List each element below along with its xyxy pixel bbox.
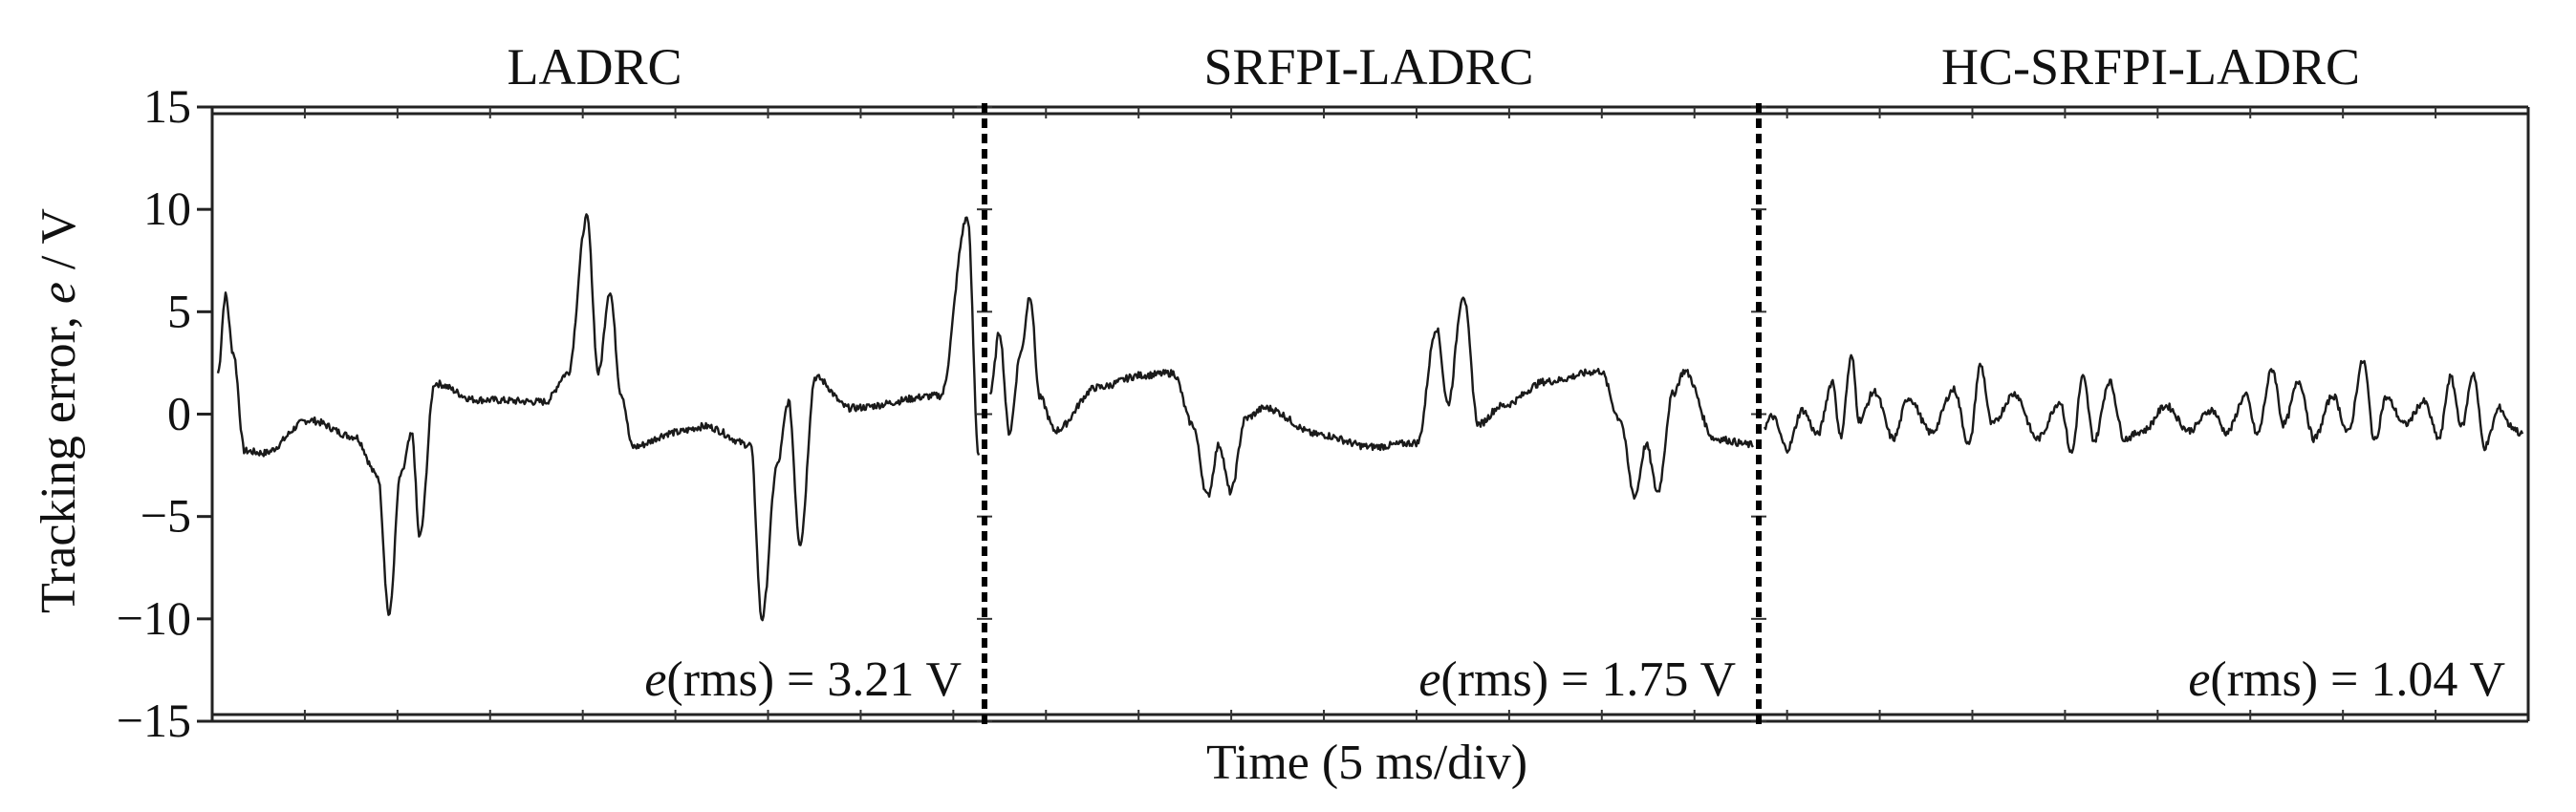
y-axis-label-var: e — [32, 282, 86, 304]
panel-rms-var-2: e — [2188, 652, 2210, 707]
y-axis-label-text: Tracking error, — [32, 304, 86, 613]
y-tick-label-2: 5 — [167, 284, 191, 337]
y-axis-label: Tracking error, e / V — [32, 208, 86, 613]
panel-trace-0 — [216, 213, 981, 622]
y-tick-label-1: 10 — [143, 182, 191, 235]
x-axis-label: Time (5 ms/div) — [1206, 736, 1527, 790]
y-tick-label-5: −10 — [117, 591, 191, 645]
panel-rms-text-0: (rms) = 3.21 V — [666, 652, 962, 707]
panel-title-2: HC-SRFPI-LADRC — [1941, 38, 2360, 96]
panel-rms-0: e(rms) = 3.21 V — [644, 652, 962, 707]
y-tick-label-3: 0 — [167, 387, 191, 440]
panel-rms-2: e(rms) = 1.04 V — [2188, 652, 2505, 707]
panel-2: HC-SRFPI-LADRC e(rms) = 1.04 V — [1763, 38, 2524, 707]
panel-rms-var-1: e — [1418, 652, 1440, 707]
panel-trace-1 — [988, 296, 1754, 501]
panel-rms-text-2: (rms) = 1.04 V — [2210, 652, 2505, 707]
panel-rms-var-0: e — [644, 652, 666, 707]
y-tick-label-0: 15 — [143, 79, 191, 133]
panel-1: SRFPI-LADRC e(rms) = 1.75 V — [988, 38, 1754, 707]
panel-trace-2 — [1763, 353, 2524, 454]
axes: 15 10 5 0 −5 −10 −15 — [117, 79, 2530, 747]
panel-title-1: SRFPI-LADRC — [1203, 38, 1533, 96]
y-axis-label-unit: / V — [32, 208, 86, 282]
panel-0: LADRC e(rms) = 3.21 V — [216, 38, 981, 707]
y-tick-label-4: −5 — [141, 489, 191, 543]
y-tick-label-6: −15 — [117, 694, 191, 747]
panel-rms-1: e(rms) = 1.75 V — [1418, 652, 1736, 707]
panel-title-0: LADRC — [507, 38, 682, 96]
panel-rms-text-1: (rms) = 1.75 V — [1440, 652, 1736, 707]
